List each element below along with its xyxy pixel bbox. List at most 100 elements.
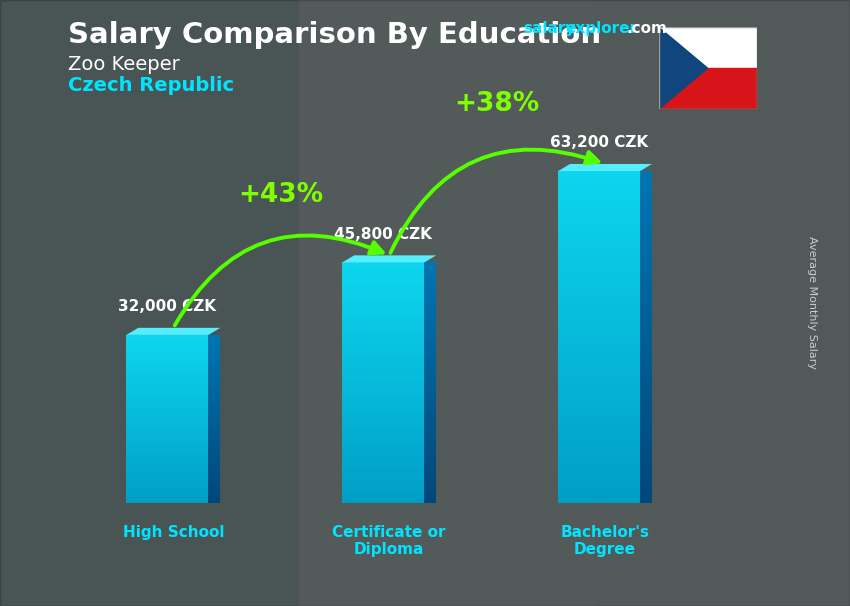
- Bar: [424, 430, 436, 435]
- Bar: [640, 231, 652, 238]
- Bar: [127, 407, 208, 410]
- Bar: [640, 270, 652, 276]
- Bar: [343, 439, 424, 443]
- Bar: [343, 494, 424, 499]
- Bar: [640, 392, 652, 398]
- Bar: [127, 385, 208, 388]
- Bar: [424, 290, 436, 295]
- Bar: [595, 0, 850, 606]
- Bar: [640, 353, 652, 359]
- Bar: [208, 472, 220, 475]
- Bar: [208, 399, 220, 402]
- Bar: [558, 414, 640, 420]
- Bar: [640, 464, 652, 470]
- Bar: [343, 407, 424, 411]
- Bar: [208, 478, 220, 481]
- Bar: [424, 362, 436, 367]
- Bar: [208, 382, 220, 385]
- Bar: [424, 346, 436, 351]
- Bar: [343, 318, 424, 322]
- Bar: [424, 286, 436, 290]
- Bar: [640, 453, 652, 459]
- Bar: [558, 309, 640, 315]
- Bar: [640, 210, 652, 215]
- Bar: [558, 204, 640, 210]
- Bar: [558, 281, 640, 287]
- Bar: [640, 381, 652, 387]
- Bar: [424, 375, 436, 379]
- Bar: [558, 375, 640, 381]
- Bar: [558, 320, 640, 326]
- Bar: [127, 388, 208, 391]
- Bar: [208, 497, 220, 500]
- Bar: [208, 410, 220, 413]
- Bar: [127, 458, 208, 461]
- Bar: [208, 480, 220, 484]
- Bar: [424, 310, 436, 315]
- Bar: [640, 259, 652, 265]
- Polygon shape: [659, 27, 707, 109]
- Bar: [558, 276, 640, 282]
- Bar: [640, 298, 652, 304]
- Bar: [558, 304, 640, 309]
- Bar: [343, 362, 424, 367]
- Bar: [208, 452, 220, 455]
- Bar: [208, 335, 220, 338]
- Bar: [127, 461, 208, 464]
- Bar: [640, 470, 652, 475]
- Bar: [424, 482, 436, 487]
- Bar: [343, 334, 424, 339]
- Bar: [127, 466, 208, 470]
- Bar: [343, 395, 424, 399]
- Bar: [343, 447, 424, 451]
- Bar: [208, 500, 220, 503]
- Bar: [640, 237, 652, 243]
- Bar: [558, 387, 640, 392]
- Bar: [558, 370, 640, 376]
- Bar: [208, 407, 220, 410]
- Bar: [343, 487, 424, 491]
- Bar: [424, 266, 436, 270]
- Bar: [127, 402, 208, 405]
- Bar: [640, 419, 652, 425]
- Bar: [127, 346, 208, 349]
- Bar: [640, 182, 652, 188]
- Bar: [127, 452, 208, 455]
- Bar: [343, 415, 424, 419]
- Bar: [127, 348, 208, 351]
- Bar: [127, 354, 208, 358]
- Bar: [424, 378, 436, 383]
- Bar: [558, 221, 640, 227]
- Bar: [640, 497, 652, 503]
- Bar: [343, 454, 424, 459]
- Bar: [424, 318, 436, 322]
- Text: Certificate or
Diploma: Certificate or Diploma: [332, 525, 446, 557]
- Bar: [558, 447, 640, 453]
- Bar: [343, 326, 424, 331]
- Bar: [343, 482, 424, 487]
- Bar: [424, 390, 436, 395]
- Bar: [558, 364, 640, 370]
- Bar: [424, 282, 436, 287]
- Bar: [343, 427, 424, 431]
- Bar: [424, 358, 436, 362]
- Bar: [343, 358, 424, 362]
- Bar: [640, 425, 652, 431]
- Bar: [640, 215, 652, 221]
- Bar: [343, 314, 424, 319]
- Bar: [558, 436, 640, 442]
- Bar: [640, 171, 652, 176]
- Bar: [558, 231, 640, 238]
- Bar: [343, 422, 424, 427]
- Bar: [558, 403, 640, 409]
- Bar: [558, 254, 640, 259]
- Bar: [558, 458, 640, 464]
- Bar: [208, 354, 220, 358]
- Bar: [127, 478, 208, 481]
- Bar: [127, 374, 208, 377]
- Bar: [640, 359, 652, 365]
- Bar: [558, 325, 640, 331]
- Bar: [343, 298, 424, 302]
- Bar: [558, 491, 640, 498]
- Bar: [208, 486, 220, 489]
